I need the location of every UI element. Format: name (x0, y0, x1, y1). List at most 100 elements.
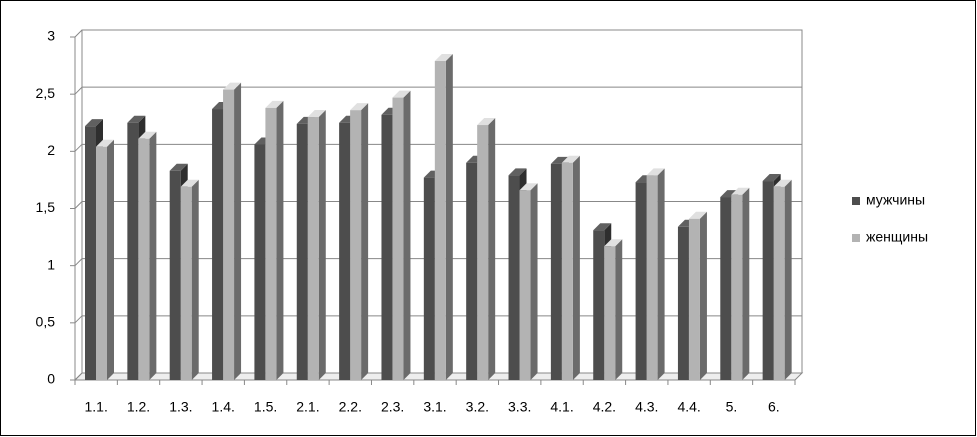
bar (307, 117, 319, 381)
x-tick-label: 2.1. (296, 399, 319, 415)
x-tick-label: 4.1. (550, 399, 573, 415)
y-tick-label: 1 (47, 256, 55, 272)
bar (550, 163, 562, 380)
x-tick-label: 3.2. (466, 399, 489, 415)
x-tick-label: 5. (726, 399, 738, 415)
bar-top (265, 100, 284, 108)
bar-side (149, 131, 157, 380)
legend-swatch (852, 197, 860, 205)
x-tick-label: 4.4. (677, 399, 700, 415)
bar-top (519, 183, 538, 191)
bar (773, 186, 785, 380)
bar-top (223, 82, 242, 90)
bar-top (731, 187, 750, 195)
bar-top (307, 110, 326, 118)
bar-side (361, 103, 369, 380)
bar (646, 175, 658, 380)
bar-top (593, 223, 612, 231)
y-tick-label: 3 (47, 28, 55, 44)
bar (339, 122, 351, 380)
bar-side (276, 100, 284, 381)
bar-side (445, 54, 453, 380)
bar (635, 182, 647, 380)
y-tick-label: 2,5 (36, 85, 56, 101)
bar-top (85, 119, 103, 127)
x-tick-label: 4.3. (635, 399, 658, 415)
bar-top (550, 156, 569, 164)
bar-top (350, 103, 369, 111)
bar (466, 162, 478, 380)
bar-side (191, 179, 199, 380)
bar-side (572, 155, 580, 380)
bar-top (96, 139, 114, 147)
bar (593, 230, 605, 380)
grid-line (74, 143, 802, 152)
x-tick-label: 4.2. (593, 399, 616, 415)
bar-top (604, 239, 623, 247)
bar-side (234, 82, 242, 381)
x-tick-label: 2.3. (381, 399, 404, 415)
bar (762, 181, 774, 380)
bar (677, 226, 689, 380)
bar-side (615, 239, 623, 380)
bar (392, 97, 404, 380)
bar (720, 197, 732, 380)
bar (508, 175, 520, 380)
bar-top (434, 54, 453, 62)
bar-top (762, 174, 781, 182)
bar-side (488, 118, 496, 380)
bar (212, 109, 224, 380)
bar (350, 110, 362, 380)
bar (127, 122, 139, 380)
bar-side (699, 211, 707, 380)
bar (138, 138, 150, 380)
bar (180, 186, 192, 380)
y-tick-label: 0,5 (36, 314, 56, 330)
bar-side (107, 139, 114, 380)
legend-label: женщины (866, 229, 928, 245)
bar-top (720, 190, 739, 198)
bar-side (403, 90, 411, 380)
bar (477, 125, 489, 380)
x-tick-label: 6. (768, 399, 780, 415)
bar-top (508, 168, 527, 176)
bar (561, 162, 573, 380)
bar (169, 170, 181, 380)
bar-side (530, 183, 538, 380)
bar (96, 146, 107, 380)
bar (604, 246, 616, 380)
bar-top (688, 211, 707, 219)
bar (265, 107, 277, 381)
bar-top (169, 163, 188, 171)
bar-side (657, 168, 665, 380)
bar-top (646, 168, 665, 176)
bar (519, 190, 531, 380)
bar-side (742, 187, 750, 380)
bar (223, 89, 235, 381)
x-tick-label: 1.2. (127, 399, 150, 415)
x-tick-label: 1.4. (212, 399, 235, 415)
y-tick-label: 2 (47, 142, 55, 158)
bar (254, 144, 266, 380)
bar-top (127, 115, 146, 123)
bar (688, 218, 700, 380)
y-tick-label: 1,5 (36, 199, 56, 215)
bar-top (477, 118, 496, 126)
bar (434, 61, 446, 380)
y-tick-label: 0 (47, 371, 55, 387)
bar (296, 123, 308, 380)
bar-side (784, 179, 792, 380)
grid-line (74, 86, 802, 95)
x-tick-label: 3.1. (423, 399, 446, 415)
bar-top (392, 90, 411, 98)
bar (423, 177, 435, 380)
grid-line (74, 29, 802, 38)
bar-top (561, 155, 580, 163)
bar (731, 194, 743, 380)
x-tick-label: 1.1. (84, 399, 107, 415)
bar-side (318, 110, 326, 381)
bar-top (773, 179, 792, 187)
x-tick-label: 1.5. (254, 399, 277, 415)
x-tick-label: 1.3. (169, 399, 192, 415)
